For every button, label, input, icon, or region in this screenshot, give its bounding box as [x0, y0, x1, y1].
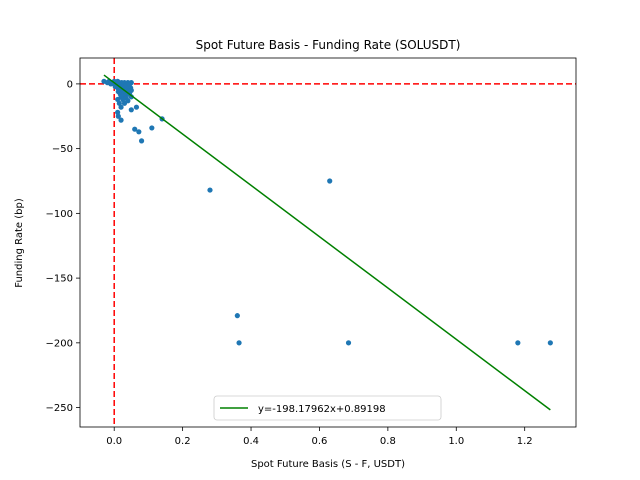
data-point [515, 340, 521, 346]
data-point [115, 96, 121, 103]
y-tick-label: −200 [46, 338, 73, 349]
data-point [236, 340, 242, 346]
data-point [207, 187, 213, 193]
legend-box [213, 395, 442, 421]
data-point [116, 100, 122, 106]
chart-title: Spot Future Basis - Funding Rate (SOLUSD… [196, 38, 461, 52]
x-tick-label: 1.2 [517, 436, 533, 447]
data-points [101, 78, 553, 346]
reference-lines [80, 58, 576, 427]
plot-frame [79, 57, 577, 428]
data-point [136, 129, 142, 135]
data-point [118, 104, 124, 110]
data-point [125, 98, 131, 104]
y-tick-label: −100 [46, 209, 73, 220]
x-axis-ticks: 0.0 0.2 0.4 0.6 0.8 1.0 1.2 [106, 427, 533, 447]
data-point [132, 126, 138, 132]
data-point [138, 138, 145, 144]
data-point [128, 107, 134, 113]
data-point [115, 113, 121, 119]
data-point [118, 117, 124, 123]
data-point [149, 125, 155, 131]
data-point [547, 340, 553, 346]
x-tick-label: 0.4 [243, 436, 259, 447]
x-tick-label: 0.8 [380, 436, 396, 447]
y-axis-ticks: 0 −50 −100 −150 −200 −250 [46, 79, 80, 414]
x-tick-label: 0.0 [106, 436, 122, 447]
y-tick-label: −250 [46, 403, 73, 414]
data-point [327, 178, 333, 184]
x-tick-label: 1.0 [448, 436, 464, 447]
data-point [345, 340, 352, 346]
data-point [128, 80, 134, 86]
data-point [234, 313, 240, 319]
legend: y=-198.17962x+0.89198 [213, 395, 442, 421]
y-axis-label: Funding Rate (bp) [14, 198, 25, 288]
data-point [115, 109, 121, 115]
y-tick-label: −150 [46, 274, 73, 285]
fit-line-group [103, 74, 551, 411]
data-point [128, 94, 134, 100]
x-axis-label: Spot Future Basis (S - F, USDT) [251, 459, 405, 470]
legend-entry-fit-line: y=-198.17962x+0.89198 [258, 404, 386, 415]
y-tick-label: 0 [67, 79, 73, 90]
data-point [133, 104, 140, 110]
x-tick-label: 0.6 [311, 436, 327, 447]
y-tick-label: −50 [52, 144, 73, 155]
fit-line [103, 74, 551, 411]
x-tick-label: 0.2 [175, 436, 191, 447]
data-point [128, 87, 134, 93]
